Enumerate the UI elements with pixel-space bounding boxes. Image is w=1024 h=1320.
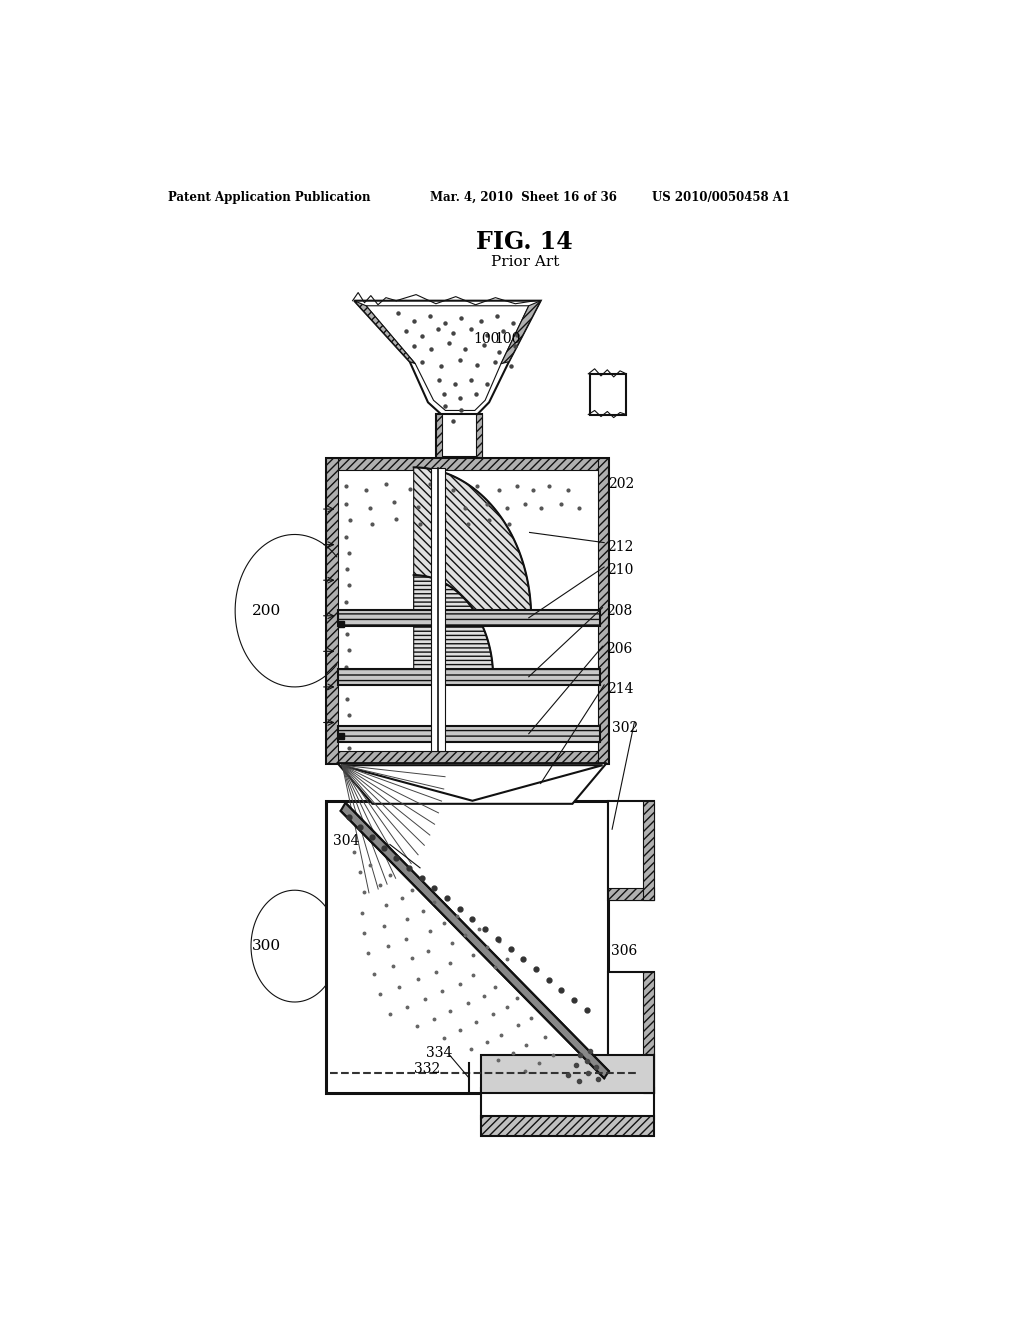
Polygon shape (354, 301, 416, 364)
Text: 334: 334 (426, 1045, 452, 1060)
Text: 332: 332 (414, 1063, 440, 1076)
Text: 208: 208 (606, 603, 632, 618)
Bar (327, 801, 608, 1093)
Text: 214: 214 (607, 682, 634, 696)
Text: 100: 100 (473, 333, 500, 346)
Text: FIG. 14: FIG. 14 (476, 230, 573, 253)
Text: 206: 206 (606, 643, 632, 656)
Bar (327, 458, 338, 763)
Text: 302: 302 (612, 721, 638, 735)
Polygon shape (367, 306, 528, 411)
Bar (328, 458, 606, 470)
Bar (436, 413, 442, 457)
Polygon shape (341, 803, 609, 1078)
Bar (608, 888, 654, 900)
Polygon shape (414, 576, 494, 677)
Text: Prior Art: Prior Art (490, 255, 559, 269)
Bar (431, 469, 445, 751)
Bar (328, 751, 606, 763)
Text: 212: 212 (607, 540, 634, 553)
Bar (608, 801, 654, 900)
Bar (475, 413, 482, 457)
Text: 200: 200 (252, 603, 282, 618)
Bar (327, 458, 608, 763)
Bar (481, 1115, 654, 1137)
Bar (481, 1089, 654, 1119)
Bar (643, 972, 654, 1093)
Polygon shape (354, 301, 541, 414)
Text: 100: 100 (495, 333, 521, 346)
Bar (598, 458, 608, 763)
Text: 300: 300 (252, 939, 282, 953)
Bar (436, 413, 482, 457)
Text: 202: 202 (608, 477, 635, 491)
Bar (338, 669, 600, 685)
Bar (338, 726, 600, 742)
Bar (590, 374, 626, 414)
Bar (608, 972, 654, 1093)
Polygon shape (501, 301, 541, 364)
Polygon shape (341, 766, 602, 801)
Text: 306: 306 (610, 944, 637, 958)
Text: Mar. 4, 2010  Sheet 16 of 36: Mar. 4, 2010 Sheet 16 of 36 (430, 191, 616, 203)
Polygon shape (414, 467, 531, 618)
Text: Patent Application Publication: Patent Application Publication (168, 191, 371, 203)
Bar (481, 1055, 654, 1093)
Bar (338, 610, 600, 626)
Text: 210: 210 (607, 564, 634, 577)
Text: 304: 304 (333, 834, 359, 849)
Bar (643, 801, 654, 900)
Text: US 2010/0050458 A1: US 2010/0050458 A1 (652, 191, 790, 203)
Polygon shape (338, 763, 606, 804)
